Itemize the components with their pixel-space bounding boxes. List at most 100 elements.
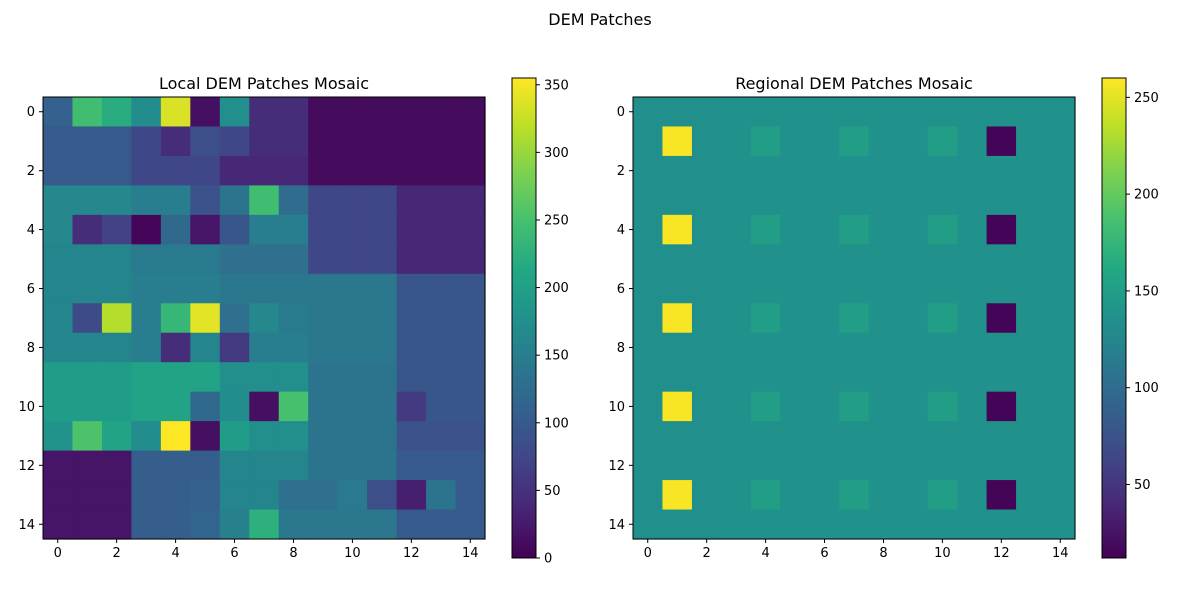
colorbar-tick-label: 150 <box>544 349 569 364</box>
y-tick-label: 0 <box>617 105 625 120</box>
heatmap-cell <box>1016 391 1047 422</box>
x-tick-label: 2 <box>703 546 711 561</box>
heatmap-cell <box>957 480 988 511</box>
heatmap-cell <box>721 126 752 157</box>
heatmap-cell <box>721 155 752 186</box>
heatmap-cell <box>927 362 958 393</box>
heatmap-cell <box>957 214 988 245</box>
heatmap-cell <box>633 450 664 481</box>
heatmap-cell <box>809 450 840 481</box>
heatmap-cell <box>72 126 103 157</box>
heatmap-cell <box>809 185 840 216</box>
y-tick-label: 12 <box>18 459 35 474</box>
heatmap-cell <box>1016 214 1047 245</box>
heatmap-cell <box>72 155 103 186</box>
heatmap-cell <box>1045 97 1076 128</box>
heatmap-cell <box>219 303 250 334</box>
heatmap-cell <box>160 391 191 422</box>
heatmap-cell <box>839 185 870 216</box>
heatmap-cell <box>750 362 781 393</box>
heatmap-cell <box>249 244 280 275</box>
heatmap-cell <box>308 303 339 334</box>
heatmap-cell <box>426 185 457 216</box>
heatmap-cell <box>957 303 988 334</box>
x-tick-label: 8 <box>289 546 297 561</box>
heatmap-cell <box>691 480 722 511</box>
heatmap-cell <box>337 480 368 511</box>
y-tick-label: 8 <box>27 341 35 356</box>
x-tick-label: 0 <box>644 546 652 561</box>
heatmap-cell <box>72 450 103 481</box>
heatmap-cell <box>367 126 398 157</box>
heatmap-cell <box>426 244 457 275</box>
heatmap-cell <box>986 391 1017 422</box>
heatmap-cell <box>367 362 398 393</box>
heatmap-cell <box>691 509 722 540</box>
heatmap-cell <box>839 332 870 363</box>
heatmap-cell <box>868 155 899 186</box>
heatmap-cell <box>219 97 250 128</box>
heatmap-cell <box>455 362 486 393</box>
heatmap-cell <box>131 480 162 511</box>
heatmap-cell <box>750 214 781 245</box>
y-tick-label: 2 <box>617 164 625 179</box>
heatmap-cell <box>809 362 840 393</box>
heatmap-cell <box>367 480 398 511</box>
heatmap-cell <box>750 303 781 334</box>
heatmap-cell <box>1045 155 1076 186</box>
heatmap-cell <box>131 332 162 363</box>
heatmap-cell <box>101 126 132 157</box>
heatmap-cells <box>43 97 486 540</box>
heatmap-cell <box>396 273 427 304</box>
heatmap-cell <box>72 214 103 245</box>
heatmap-cell <box>455 391 486 422</box>
heatmap-cell <box>927 450 958 481</box>
heatmap-cell <box>72 303 103 334</box>
colorbar-tick-label: 0 <box>544 552 552 567</box>
heatmap-cell <box>780 273 811 304</box>
heatmap-cell <box>249 391 280 422</box>
heatmap-cell <box>1045 273 1076 304</box>
heatmap-cell <box>43 362 74 393</box>
heatmap-cell <box>278 421 309 452</box>
axes-frame <box>42 96 486 540</box>
x-tick-label: 14 <box>462 546 479 561</box>
heatmap-cell <box>1045 332 1076 363</box>
heatmap-cell <box>43 332 74 363</box>
heatmap-cell <box>662 244 693 275</box>
heatmap-cell <box>927 185 958 216</box>
colorbar-frame <box>511 77 537 559</box>
colorbar-tick-label: 200 <box>1134 188 1159 203</box>
heatmap-cell <box>662 97 693 128</box>
heatmap-cell <box>131 244 162 275</box>
heatmap-cell <box>249 450 280 481</box>
heatmap-cell <box>691 214 722 245</box>
heatmap-cell <box>43 273 74 304</box>
heatmap-cell <box>750 244 781 275</box>
heatmap-cell <box>868 97 899 128</box>
heatmap-cell <box>721 185 752 216</box>
heatmap-cell <box>721 214 752 245</box>
heatmap-cell <box>750 480 781 511</box>
heatmap-cell <box>1045 185 1076 216</box>
heatmap-cell <box>131 155 162 186</box>
heatmap-cell <box>927 273 958 304</box>
heatmap-cell <box>43 450 74 481</box>
heatmap-cell <box>337 97 368 128</box>
heatmap-cell <box>898 185 929 216</box>
heatmap-cell <box>839 391 870 422</box>
heatmap-cell <box>633 421 664 452</box>
heatmap-cell <box>780 362 811 393</box>
heatmap-cell <box>455 332 486 363</box>
heatmap-cell <box>750 421 781 452</box>
heatmap-cell <box>868 214 899 245</box>
heatmap-cell <box>868 126 899 157</box>
heatmap-cell <box>750 155 781 186</box>
heatmap-cell <box>898 509 929 540</box>
heatmap-cell <box>101 421 132 452</box>
heatmap-cell <box>839 244 870 275</box>
heatmap-cell <box>868 332 899 363</box>
heatmap-cell <box>691 391 722 422</box>
heatmap-cell <box>101 480 132 511</box>
heatmap-cell <box>43 480 74 511</box>
